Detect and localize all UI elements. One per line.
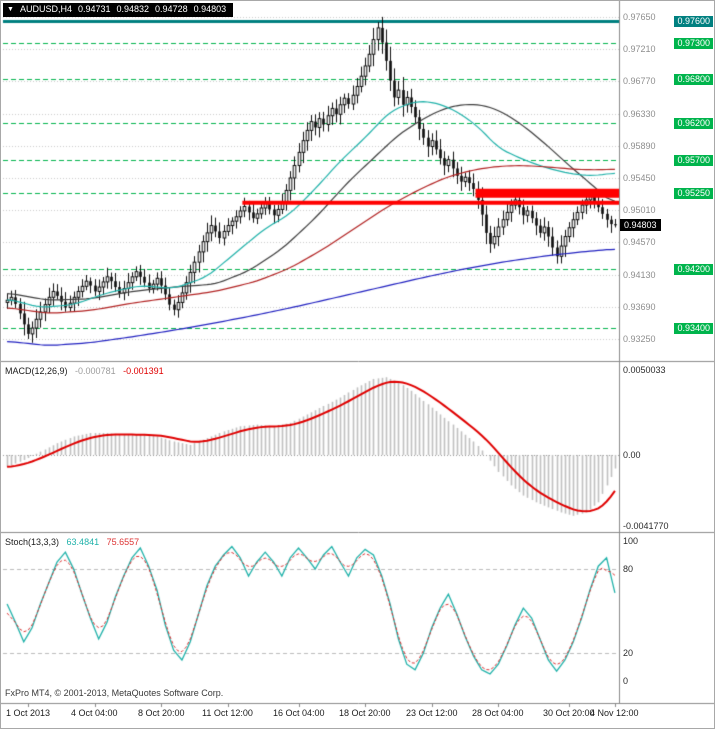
symbol-info-bar: ▼ AUDUSD,H4 0.94731 0.94832 0.94728 0.94…	[3, 3, 234, 17]
stoch-indicator-label: Stoch(13,3,3) 63.4841 75.6557	[5, 537, 144, 547]
price-scale-tick: 0.96330	[623, 109, 656, 119]
price-level-badge: 0.95700	[674, 155, 713, 166]
copyright-text: FxPro MT4, © 2001-2013, MetaQuotes Softw…	[5, 688, 224, 698]
date-axis-label: 16 Oct 04:00	[273, 708, 325, 718]
date-axis-label: 11 Oct 12:00	[202, 708, 253, 718]
price-scale-tick: 0.94130	[623, 270, 656, 280]
date-axis-label: 8 Oct 20:00	[138, 708, 185, 718]
price-level-badge: 0.97600	[674, 16, 713, 27]
price-scale-tick: 0.97650	[623, 12, 656, 22]
price-scale-tick: 0.93690	[623, 302, 656, 312]
stoch-name: Stoch(13,3,3)	[5, 537, 60, 547]
macd-scale-label: 0.00	[623, 450, 641, 460]
stoch-scale-label: 20	[623, 648, 634, 658]
price-scale-tick: 0.96770	[623, 76, 656, 86]
price-level-badge: 0.97300	[674, 38, 713, 49]
stoch-scale-label: 100	[623, 536, 639, 546]
price-scale-tick: 0.93250	[623, 334, 656, 344]
price-level-badge: 0.93400	[674, 323, 713, 334]
ohlc-low: 0.94728	[155, 4, 188, 14]
price-scale-tick: 0.95450	[623, 173, 656, 183]
price-level-badge: 0.96200	[674, 118, 713, 129]
macd-name: MACD(12,26,9)	[5, 366, 68, 376]
ohlc-close: 0.94803	[193, 4, 227, 14]
macd-signal-value: -0.001391	[123, 366, 164, 376]
date-axis-label: 4 Nov 12:00	[590, 708, 639, 718]
stoch-signal-value: 75.6557	[106, 537, 140, 547]
ohlc-open: 0.94731	[77, 4, 111, 14]
date-axis-label: 28 Oct 04:00	[472, 708, 524, 718]
price-scale-tick: 0.94570	[623, 237, 656, 247]
ohlc-high: 0.94832	[116, 4, 150, 14]
price-level-badge: 0.94200	[674, 264, 713, 275]
current-price-badge: 0.94803	[620, 219, 661, 231]
macd-main-value: -0.000781	[75, 366, 116, 376]
date-axis-label: 23 Oct 12:00	[406, 708, 458, 718]
date-axis-label: 18 Oct 20:00	[339, 708, 391, 718]
chart-symbol: AUDUSD,H4	[19, 4, 72, 14]
date-axis-label: 4 Oct 04:00	[71, 708, 118, 718]
price-scale-tick: 0.95010	[623, 205, 656, 215]
price-scale-tick: 0.97210	[623, 44, 656, 54]
macd-scale-label: 0.0050033	[623, 365, 666, 375]
price-scale-tick: 0.95890	[623, 141, 656, 151]
stoch-scale-label: 80	[623, 564, 634, 574]
date-axis-label: 1 Oct 2013	[6, 708, 51, 718]
macd-indicator-label: MACD(12,26,9) -0.000781 -0.001391	[5, 366, 169, 376]
chart-marker-icon: ▼	[7, 6, 14, 13]
stoch-main-value: 63.4841	[66, 537, 100, 547]
macd-scale-label: -0.0041770	[623, 521, 669, 531]
price-level-badge: 0.95250	[674, 188, 713, 199]
stoch-scale-label: 0	[623, 676, 629, 686]
date-axis-label: 30 Oct 20:00	[543, 708, 595, 718]
price-level-badge: 0.96800	[674, 74, 713, 85]
